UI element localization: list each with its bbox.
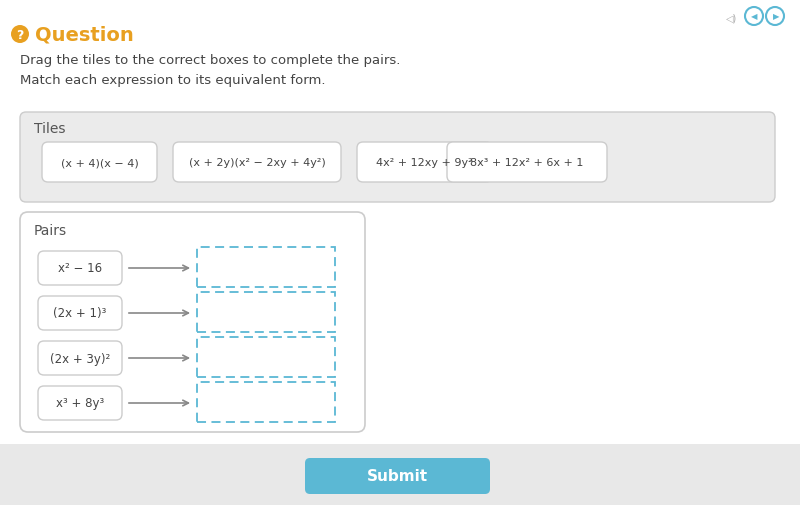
FancyBboxPatch shape — [38, 296, 122, 330]
Text: (2x + 3y)²: (2x + 3y)² — [50, 352, 110, 365]
Text: ◀: ◀ — [750, 13, 758, 21]
Text: Match each expression to its equivalent form.: Match each expression to its equivalent … — [20, 73, 326, 86]
Bar — [197, 292, 335, 332]
Text: (2x + 1)³: (2x + 1)³ — [54, 307, 106, 320]
FancyBboxPatch shape — [42, 143, 157, 183]
Text: ▶: ▶ — [773, 13, 779, 21]
FancyBboxPatch shape — [38, 251, 122, 285]
Text: ?: ? — [16, 28, 24, 41]
Text: x³ + 8y³: x³ + 8y³ — [56, 397, 104, 410]
Text: Submit: Submit — [367, 469, 428, 484]
Text: (x + 4)(x − 4): (x + 4)(x − 4) — [61, 158, 138, 168]
Text: Tiles: Tiles — [34, 122, 66, 136]
Text: 4x² + 12xy + 9y²: 4x² + 12xy + 9y² — [376, 158, 473, 168]
Circle shape — [745, 8, 763, 26]
Circle shape — [11, 26, 29, 44]
Text: Drag the tiles to the correct boxes to complete the pairs.: Drag the tiles to the correct boxes to c… — [20, 54, 400, 66]
FancyBboxPatch shape — [38, 341, 122, 375]
Bar — [0, 444, 800, 505]
Bar — [197, 382, 335, 422]
Text: Question: Question — [35, 25, 134, 44]
FancyBboxPatch shape — [20, 113, 775, 203]
FancyBboxPatch shape — [38, 386, 122, 420]
Text: 8x³ + 12x² + 6x + 1: 8x³ + 12x² + 6x + 1 — [470, 158, 584, 168]
Text: (x + 2y)(x² − 2xy + 4y²): (x + 2y)(x² − 2xy + 4y²) — [189, 158, 326, 168]
FancyBboxPatch shape — [357, 143, 492, 183]
Bar — [197, 247, 335, 287]
FancyBboxPatch shape — [20, 213, 365, 432]
FancyBboxPatch shape — [305, 458, 490, 494]
Text: ◁): ◁) — [726, 13, 738, 23]
FancyBboxPatch shape — [173, 143, 341, 183]
Bar — [197, 337, 335, 377]
Text: x² − 16: x² − 16 — [58, 262, 102, 275]
FancyBboxPatch shape — [447, 143, 607, 183]
Text: Pairs: Pairs — [34, 224, 67, 237]
Circle shape — [766, 8, 784, 26]
